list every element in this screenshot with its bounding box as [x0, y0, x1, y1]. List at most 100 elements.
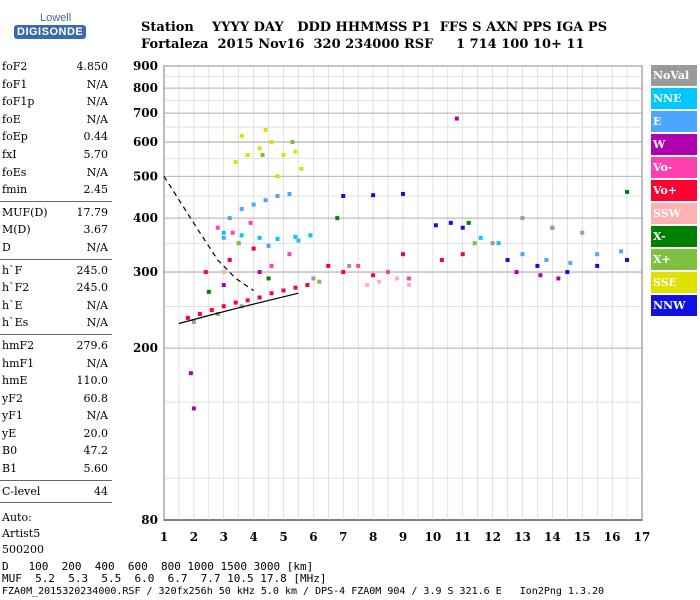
param-value: 17.79 — [76, 205, 109, 219]
logo-line1: Lowell — [40, 12, 72, 24]
data-point — [230, 230, 235, 235]
y-tick-label: 300 — [133, 265, 158, 279]
data-point — [556, 276, 561, 281]
param-row: foF2 4.850 — [0, 58, 112, 76]
data-point — [371, 273, 376, 278]
param-row: C-level 44 — [0, 483, 112, 501]
y-tick-label: 800 — [133, 81, 158, 95]
data-point — [269, 291, 274, 296]
data-point — [406, 283, 411, 288]
data-point — [580, 230, 585, 235]
legend-item: Vo+ — [651, 180, 697, 201]
chart-axes: 1 2 3 4 5 6 7 8 9 10 11 12 13 14 15 16 17802003004005006… — [133, 59, 650, 544]
data-point — [251, 202, 256, 207]
data-point — [257, 270, 262, 275]
param-label: foEs — [2, 165, 27, 179]
data-point — [356, 263, 361, 268]
d-label: D — [2, 560, 9, 573]
data-point — [275, 236, 280, 241]
data-point — [191, 319, 196, 324]
data-point — [520, 252, 525, 257]
legend-item: Vo- — [651, 157, 697, 178]
param-value: 20.0 — [83, 426, 109, 440]
header-row1: Station YYYY DAY DDD HHMMSS P1 FFS S AXN… — [141, 20, 608, 35]
param-label: MUF(D) — [2, 205, 48, 219]
legend-item: NNE — [651, 88, 697, 109]
chart-points — [185, 116, 630, 411]
data-point — [341, 270, 346, 275]
data-point — [365, 283, 370, 288]
param-row: B0 47.2 — [0, 442, 112, 460]
d-row: D 100 200 400 600 800 1000 1500 3000 [km… — [2, 560, 313, 573]
data-point — [460, 225, 465, 230]
y-tick-label: 400 — [133, 211, 158, 225]
param-value: 47.2 — [83, 444, 109, 458]
data-point — [269, 140, 274, 145]
x-tick-label: 17 — [634, 530, 651, 544]
param-label: yE — [2, 426, 17, 440]
data-point — [595, 263, 600, 268]
x-tick-label: 2 — [190, 530, 198, 544]
chart-curves — [163, 175, 299, 325]
data-point — [472, 241, 477, 246]
param-separator — [0, 502, 112, 504]
data-point — [245, 152, 250, 157]
data-point — [293, 234, 298, 239]
param-label: h`E — [2, 298, 23, 312]
data-point — [535, 263, 540, 268]
data-point — [239, 233, 244, 238]
data-point — [377, 279, 382, 284]
data-point — [568, 260, 573, 265]
param-label: h`Es — [2, 316, 29, 330]
x-tick-label: 6 — [309, 530, 317, 544]
param-row: h`Es N/A — [0, 314, 112, 332]
data-point — [317, 279, 322, 284]
param-row: foE N/A — [0, 111, 112, 129]
param-label: foF1 — [2, 77, 28, 91]
param-row: hmF1 N/A — [0, 355, 112, 373]
data-point — [206, 289, 211, 294]
y-tick-label: 80 — [141, 513, 158, 527]
data-point — [215, 311, 220, 316]
param-value: 4.850 — [76, 60, 109, 73]
data-point — [341, 194, 346, 199]
param-value: N/A — [86, 112, 108, 126]
x-tick-label: 13 — [514, 530, 531, 544]
data-point — [308, 233, 313, 238]
auto-artist: Artist5 — [2, 527, 41, 540]
data-point — [281, 288, 286, 293]
param-row: yF1 N/A — [0, 407, 112, 425]
auto-block: Auto: Artist5 500200 — [2, 511, 44, 556]
param-value: 44 — [94, 484, 108, 498]
data-point — [221, 270, 226, 275]
param-value: N/A — [86, 298, 108, 312]
data-point — [266, 276, 271, 281]
x-tick-label: 12 — [484, 530, 501, 544]
param-row: MUF(D) 17.79 — [0, 204, 112, 222]
data-point — [305, 283, 310, 288]
param-row: h`F2 245.0 — [0, 279, 112, 297]
auto-label: Auto: — [2, 511, 32, 524]
param-label: foE — [2, 112, 21, 126]
data-point — [233, 159, 238, 164]
y-tick-label: 600 — [133, 135, 158, 149]
parameter-panel: foF2 4.850 foF1 N/A foF1p N/A foE N/A foEp 0.44 fx… — [0, 58, 112, 505]
data-point — [251, 246, 256, 251]
data-point — [478, 235, 483, 240]
param-label: hmE — [2, 374, 28, 388]
param-label: yF2 — [2, 391, 23, 405]
param-value: N/A — [86, 356, 108, 370]
legend-item: W — [651, 134, 697, 155]
x-tick-label: 5 — [279, 530, 287, 544]
param-separator — [0, 479, 112, 481]
logo: Lowell DIGISONDE — [0, 0, 87, 52]
data-point — [197, 311, 202, 316]
param-row: h`F 245.0 — [0, 262, 112, 280]
legend-item: SSW — [651, 203, 697, 224]
x-tick-label: 11 — [454, 530, 471, 544]
param-label: hmF2 — [2, 338, 35, 352]
param-row: fmin 2.45 — [0, 181, 112, 199]
y-tick-label: 500 — [133, 169, 158, 183]
param-value: 245.0 — [76, 263, 109, 277]
trace-curve — [178, 292, 299, 325]
